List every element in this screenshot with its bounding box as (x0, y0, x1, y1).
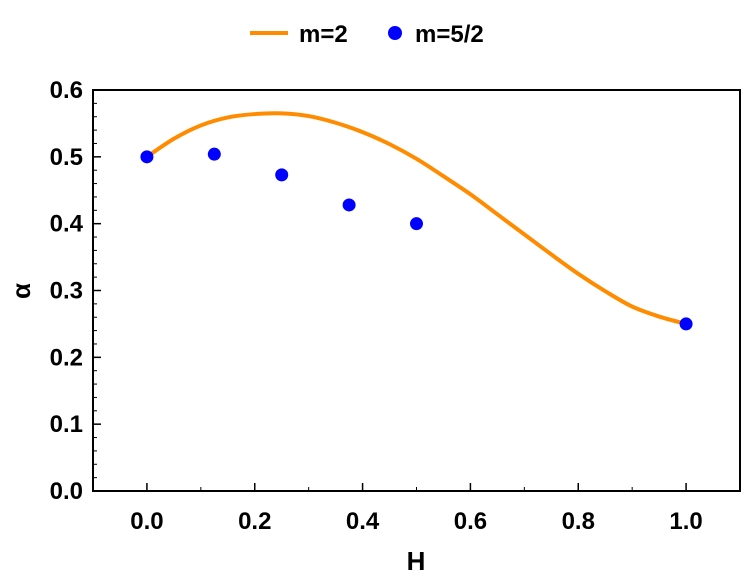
data-point (140, 150, 154, 164)
x-axis-ticks: 0.0 0.2 0.4 0.6 0.8 1.0 (92, 483, 741, 535)
series-line-m2 (144, 111, 689, 326)
data-point (275, 168, 289, 182)
x-tick-label: 0.2 (238, 508, 271, 535)
x-axis-label: H (407, 546, 426, 576)
y-tick-label: 0.3 (50, 278, 83, 305)
y-axis-label: α (6, 283, 36, 299)
data-point (410, 217, 423, 231)
x-tick-label: 0.0 (130, 508, 163, 535)
x-tick-label: 0.8 (562, 508, 595, 535)
y-tick-label: 0.1 (50, 411, 83, 438)
legend-swatch-m52 (388, 26, 402, 40)
x-tick-label: 0.6 (454, 508, 487, 535)
data-point (679, 317, 693, 331)
y-axis-ticks: 0.0 0.1 0.2 0.3 0.4 0.5 0.6 (50, 77, 101, 505)
legend-label-m2: m=2 (299, 21, 348, 48)
x-tick-label: 1.0 (669, 508, 702, 535)
y-tick-label: 0.6 (50, 77, 83, 104)
plot-frame (92, 89, 741, 492)
data-point (342, 198, 356, 212)
legend-label-m52: m=5/2 (415, 21, 484, 48)
data-point (207, 147, 221, 161)
y-tick-label: 0.4 (50, 211, 84, 238)
legend: m=2 m=5/2 (250, 21, 484, 48)
y-tick-label: 0.2 (50, 344, 83, 371)
x-tick-label: 0.4 (346, 508, 380, 535)
y-tick-label: 0.5 (50, 144, 83, 171)
y-tick-label: 0.0 (50, 478, 83, 505)
series-points-m52 (140, 147, 693, 331)
